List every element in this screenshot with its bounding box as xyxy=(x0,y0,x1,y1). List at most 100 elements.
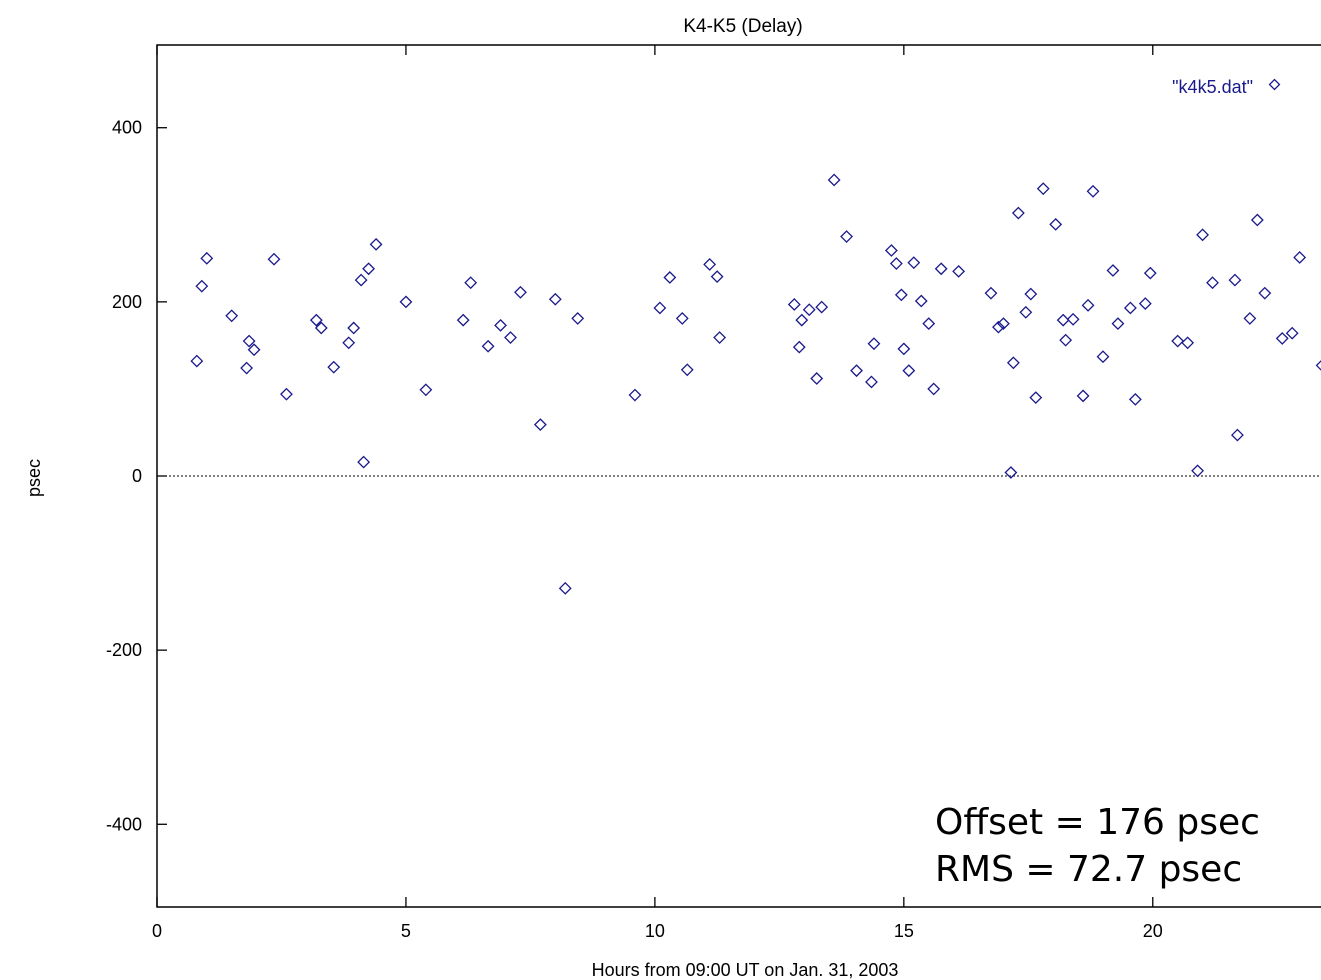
data-point-42 xyxy=(810,372,824,385)
data-point-20 xyxy=(456,313,470,327)
data-point-60 xyxy=(984,286,998,300)
data-point-72 xyxy=(1059,333,1073,347)
data-point-26 xyxy=(533,418,547,432)
data-point-44 xyxy=(827,173,841,187)
data-point-7 xyxy=(267,252,281,266)
data-point-88 xyxy=(1206,276,1219,290)
data-point-37 xyxy=(713,331,727,344)
data-point-1 xyxy=(195,279,209,293)
data-point-25 xyxy=(514,285,527,299)
legend-marker xyxy=(1268,78,1281,91)
data-point-89 xyxy=(1228,273,1242,287)
data-point-84 xyxy=(1171,334,1185,348)
x-axis-label: Hours from 09:00 UT on Jan. 31, 2003 xyxy=(592,960,899,980)
y-axis-ticks: -400 -200 0 200 400 xyxy=(106,118,167,834)
data-point-50 xyxy=(889,257,903,270)
data-point-43 xyxy=(815,300,829,314)
y-axis-label: psec xyxy=(24,459,44,497)
data-point-66 xyxy=(1019,305,1033,319)
data-point-14 xyxy=(354,273,368,287)
data-point-62 xyxy=(996,317,1010,331)
data-point-74 xyxy=(1076,389,1090,403)
y-tick-label-0: -400 xyxy=(106,814,142,834)
data-point-13 xyxy=(347,321,361,335)
data-point-53 xyxy=(902,364,916,378)
x-axis-ticks: 0 5 10 15 20 xyxy=(152,45,1163,941)
x-tick-label-3: 15 xyxy=(894,921,914,941)
data-point-61 xyxy=(992,320,1005,334)
data-point-38 xyxy=(787,298,801,311)
data-point-63 xyxy=(1004,466,1018,479)
x-tick-label-4: 20 xyxy=(1143,921,1163,941)
data-point-95 xyxy=(1285,326,1299,340)
data-point-9 xyxy=(309,313,323,327)
data-point-59 xyxy=(952,264,966,278)
data-point-16 xyxy=(362,262,376,276)
data-point-45 xyxy=(840,230,853,243)
data-point-2 xyxy=(200,251,214,265)
data-point-67 xyxy=(1024,287,1038,301)
data-point-32 xyxy=(663,271,677,284)
data-point-12 xyxy=(342,336,356,350)
y-tick-label-2: 0 xyxy=(132,466,142,486)
data-point-96 xyxy=(1293,251,1307,264)
data-point-78 xyxy=(1106,264,1120,277)
data-point-19 xyxy=(419,383,433,397)
offset-annotation: Offset = 176 psec xyxy=(935,802,1260,843)
data-point-39 xyxy=(792,340,806,354)
data-point-91 xyxy=(1243,311,1257,325)
data-series-k4k5 xyxy=(190,173,1321,595)
data-point-4 xyxy=(240,361,254,375)
data-point-76 xyxy=(1086,184,1100,198)
data-point-93 xyxy=(1258,286,1272,300)
data-point-71 xyxy=(1056,313,1070,327)
data-point-86 xyxy=(1191,464,1205,478)
data-point-27 xyxy=(548,292,562,306)
data-point-58 xyxy=(934,262,948,276)
x-tick-label-0: 0 xyxy=(152,921,162,941)
data-point-81 xyxy=(1128,392,1142,406)
data-point-85 xyxy=(1181,336,1195,350)
data-point-8 xyxy=(280,387,293,401)
data-point-48 xyxy=(867,337,881,351)
data-point-79 xyxy=(1111,317,1125,331)
data-point-0 xyxy=(190,354,204,368)
data-point-28 xyxy=(558,581,572,595)
data-point-24 xyxy=(504,331,517,344)
data-point-87 xyxy=(1196,228,1209,242)
data-point-57 xyxy=(927,382,941,396)
data-point-22 xyxy=(481,339,495,353)
data-point-41 xyxy=(802,303,816,317)
data-point-6 xyxy=(247,343,261,357)
data-point-30 xyxy=(628,388,642,402)
data-point-40 xyxy=(795,313,809,327)
data-point-23 xyxy=(494,318,507,332)
data-point-77 xyxy=(1096,350,1110,364)
data-point-97 xyxy=(1315,360,1321,371)
y-tick-label-1: -200 xyxy=(106,640,142,660)
data-point-69 xyxy=(1036,182,1050,196)
data-point-33 xyxy=(675,311,689,325)
data-point-64 xyxy=(1006,356,1020,370)
data-point-75 xyxy=(1081,298,1095,312)
data-point-82 xyxy=(1138,297,1152,311)
data-point-65 xyxy=(1011,206,1025,220)
x-tick-label-1: 5 xyxy=(401,921,411,941)
legend: "k4k5.dat" xyxy=(1172,77,1281,97)
data-point-17 xyxy=(369,237,383,251)
data-point-83 xyxy=(1143,266,1157,280)
data-point-36 xyxy=(710,270,724,284)
data-point-21 xyxy=(464,276,478,290)
data-point-80 xyxy=(1123,301,1137,315)
data-point-31 xyxy=(653,301,667,315)
data-point-51 xyxy=(894,288,908,302)
data-point-5 xyxy=(242,334,256,348)
data-point-29 xyxy=(571,311,585,325)
x-tick-label-2: 10 xyxy=(645,921,665,941)
data-point-68 xyxy=(1029,391,1043,405)
data-point-94 xyxy=(1275,332,1289,345)
y-tick-label-4: 400 xyxy=(112,118,142,138)
data-point-10 xyxy=(314,321,328,335)
rms-annotation: RMS = 72.7 psec xyxy=(935,849,1242,890)
